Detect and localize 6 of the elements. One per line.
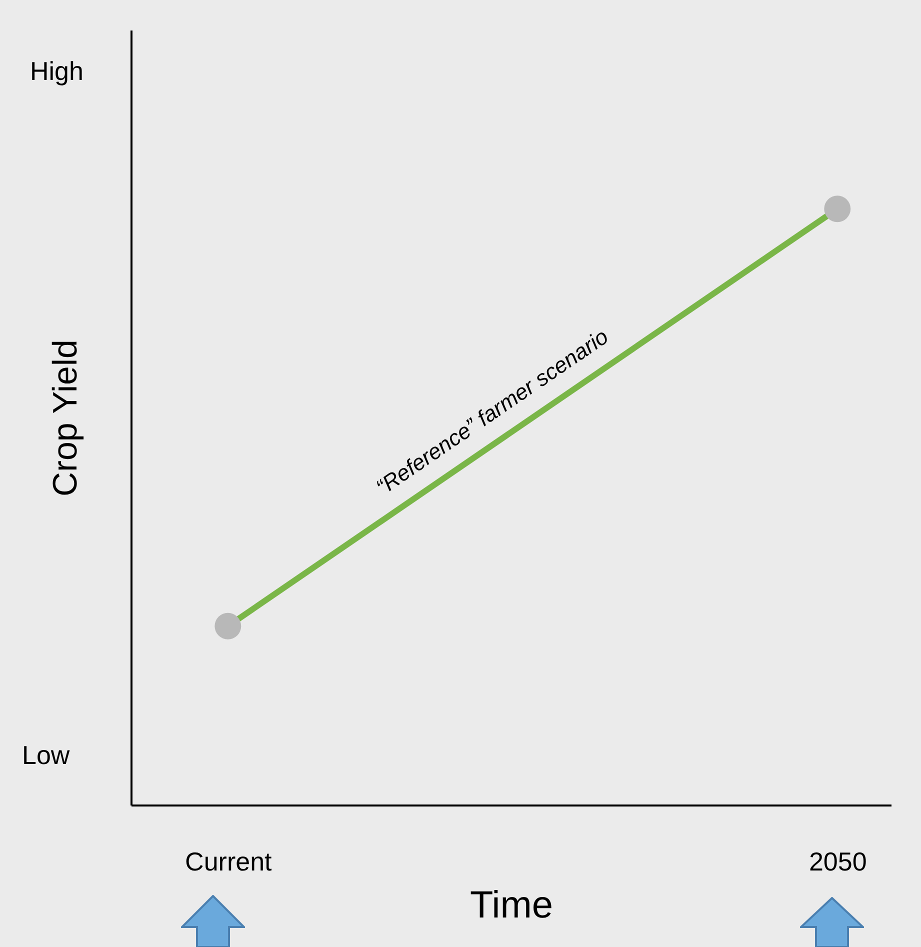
text: Low xyxy=(22,740,70,771)
x-tick-label: Current xyxy=(185,846,273,876)
x-axis-title: Time xyxy=(470,884,554,926)
text: High xyxy=(30,56,84,87)
y-axis-title: Crop Yield xyxy=(46,340,84,496)
x-tick-label: 2050 xyxy=(808,846,867,876)
